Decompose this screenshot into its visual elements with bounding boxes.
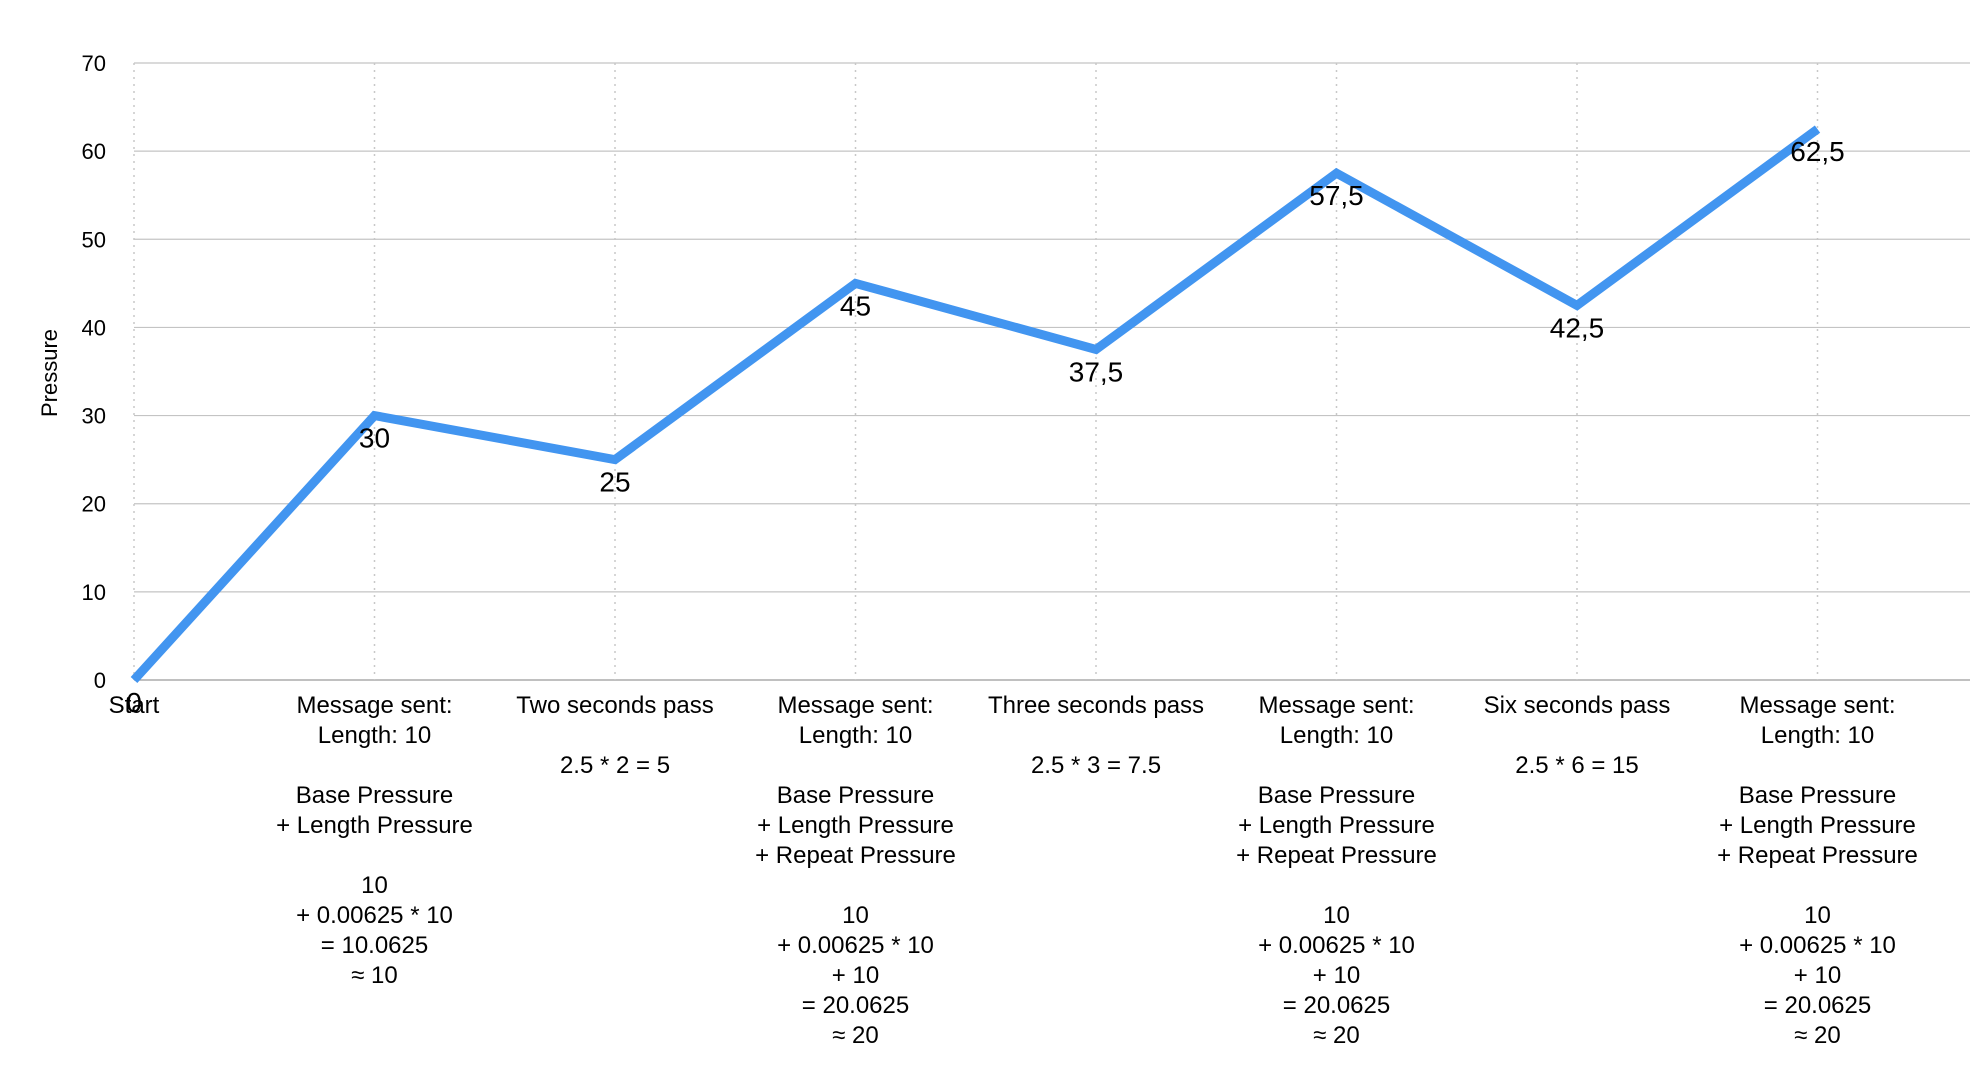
x-tick-label-line: Length: 10 [1280,722,1393,749]
x-tick-label-line: + 0.00625 * 10 [1258,932,1415,959]
x-tick-label: Three seconds pass 2.5 * 3 = 7.5 [988,692,1204,779]
x-tick-label: Message sent: Length: 10 Base Pressure + Le… [755,692,956,1049]
x-tick-label: Message sent: Length: 10 Base Pressure + Le… [276,692,473,989]
x-tick-label-line: 10 [1323,902,1350,929]
data-label: 57,5 [1309,180,1364,211]
grid [133,62,1970,681]
x-tick-label-line: Base Pressure [1739,782,1896,809]
y-tick-label: 0 [94,668,106,693]
x-tick-label-line: ≈ 20 [832,1022,879,1049]
y-tick-label: 50 [82,227,106,252]
x-tick-label-line: Two seconds pass [516,692,713,719]
y-axis: 0 10 20 30 40 50 60 70 [82,51,106,693]
x-tick-label-line: + 10 [832,962,879,989]
x-tick-label: Six seconds pass 2.5 * 6 = 15 [1484,692,1671,779]
x-tick-label-line: + Length Pressure [1719,812,1916,839]
x-tick-label-line: Three seconds pass [988,692,1204,719]
x-tick-label-line: Length: 10 [1761,722,1874,749]
x-tick-label-line: Base Pressure [777,782,934,809]
x-tick-label-line: = 20.0625 [1764,992,1871,1019]
data-label: 42,5 [1550,312,1605,343]
data-label: 45 [840,290,871,321]
x-tick-label-line: + 0.00625 * 10 [777,932,934,959]
x-tick-label: Message sent: Length: 10 Base Pressure + Le… [1236,692,1437,1049]
data-label: 30 [359,423,390,454]
x-tick-label-line: ≈ 10 [351,962,398,989]
data-label: 62,5 [1790,136,1845,167]
x-tick-label-line: + Repeat Pressure [1236,842,1437,869]
x-tick-label-line: + Length Pressure [276,812,473,839]
x-tick-label-line: + 10 [1794,962,1841,989]
x-tick-label-line: ≈ 20 [1794,1022,1841,1049]
x-tick-label-line: 2.5 * 6 = 15 [1515,752,1638,779]
data-label: 0 [126,687,142,718]
x-tick-label-line: Length: 10 [799,722,912,749]
data-label: 25 [599,467,630,498]
x-tick-label-line: + Length Pressure [1238,812,1435,839]
x-tick-label-line: + Repeat Pressure [755,842,956,869]
x-tick-label: Message sent: Length: 10 Base Pressure + Le… [1717,692,1918,1049]
y-tick-label: 40 [82,315,106,340]
x-tick-label-line: Base Pressure [296,782,453,809]
x-tick-label-line: Base Pressure [1258,782,1415,809]
data-labels: 0 30 25 45 37,5 57,5 42,5 62,5 [126,136,1845,718]
x-tick-label-line: = 20.0625 [802,992,909,1019]
x-tick-label-line: = 10.0625 [321,932,428,959]
x-tick-label-line: Start [109,692,160,719]
y-axis-title: Pressure [37,329,62,417]
y-tick-label: 60 [82,139,106,164]
x-tick-label-line: ≈ 20 [1313,1022,1360,1049]
y-tick-label: 70 [82,51,106,76]
y-tick-label: 10 [82,580,106,605]
data-label: 37,5 [1069,356,1124,387]
x-tick-label-line: + Repeat Pressure [1717,842,1918,869]
x-tick-label-line: + 10 [1313,962,1360,989]
y-tick-label: 20 [82,492,106,517]
x-tick-label-line: + Length Pressure [757,812,954,839]
x-tick-label-line: Length: 10 [318,722,431,749]
x-tick-label-line: Six seconds pass [1484,692,1671,719]
series-pressure [130,125,1821,684]
x-tick-label-line: 2.5 * 2 = 5 [560,752,670,779]
x-axis: Start Message sent: Length: 10 Base Pressur… [109,692,1918,1049]
x-tick-label-line: 10 [361,872,388,899]
x-tick-label: Start [109,692,160,719]
x-tick-label-line: + 0.00625 * 10 [296,902,453,929]
x-tick-label-line: 2.5 * 3 = 7.5 [1031,752,1161,779]
x-tick-label-line: = 20.0625 [1283,992,1390,1019]
x-tick-label: Two seconds pass 2.5 * 2 = 5 [516,692,713,779]
series-line [130,125,1821,684]
y-tick-label: 30 [82,404,106,429]
x-tick-label-line: Message sent: [1739,692,1895,719]
x-tick-label-line: Message sent: [777,692,933,719]
x-tick-label-line: 10 [1804,902,1831,929]
x-tick-label-line: Message sent: [296,692,452,719]
x-tick-label-line: + 0.00625 * 10 [1739,932,1896,959]
x-tick-label-line: 10 [842,902,869,929]
x-tick-label-line: Message sent: [1258,692,1414,719]
